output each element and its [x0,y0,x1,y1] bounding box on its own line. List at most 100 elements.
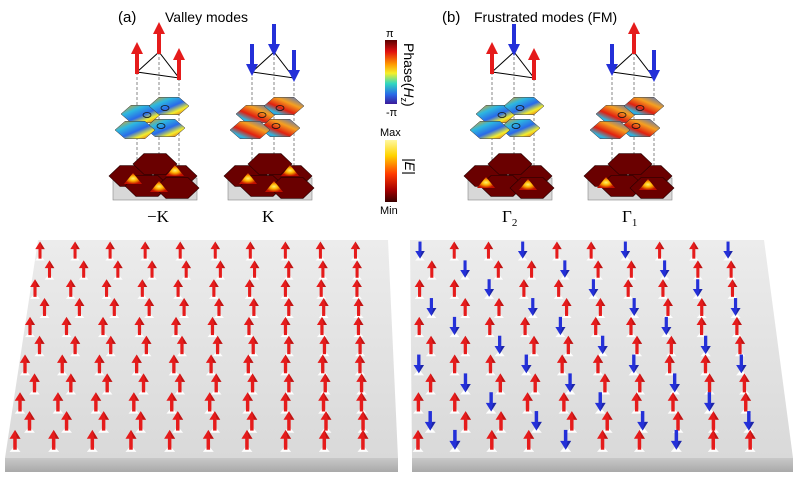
lattice-a-arrow [205,354,217,376]
lattice-a-arrow [352,279,362,299]
lattice-b-arrow [495,411,507,433]
lattice-a-arrow [101,373,113,395]
lattice-b-arrow [727,279,738,299]
lattice-b-arrow [586,241,596,261]
lattice-a-arrow [246,411,258,433]
lattice-a-arrow [353,298,364,318]
lattice-b-arrow [426,298,437,318]
lattice-a-arrow [70,241,80,261]
phase-colorbar-title: Phase(Hz) [399,43,417,107]
panel-b-title: Frustrated modes (FM) [474,9,617,25]
spin-up-arrow [173,48,185,80]
lattice-a-arrow [86,429,98,452]
lattice-b-arrow [599,373,611,395]
lattice-a-arrow [214,298,224,318]
lattice-b-arrow [552,241,562,261]
lattice-b-arrow [425,335,437,357]
lattice-b-arrow [744,429,756,452]
lattice-a-arrow [181,260,192,280]
lattice-a-arrow [172,411,184,433]
lattice-b-arrow [517,241,528,261]
lattice-b-arrow [661,316,672,338]
lattice-a-arrow [74,298,85,318]
lattice-b-arrow [669,373,680,395]
lattice-b-arrow [449,316,460,338]
lattice-a-arrow [135,411,147,433]
lattice-b-arrow [743,411,755,433]
lattice-a-arrow [19,354,31,376]
lattice-a-arrow [280,279,291,299]
lattice-a-arrow [208,279,219,299]
lattice-a-arrow [69,335,81,357]
lattice-a-arrow [131,354,142,376]
lattice-a-arrow [65,279,76,299]
lattice-a-arrow [105,241,115,261]
lattice-b-arrow [526,260,537,280]
lattice-a-arrow [34,335,45,357]
lattice-b-arrow [692,279,703,299]
lattice-b-arrow [658,279,668,299]
lattice-b-arrow [520,316,531,338]
lattice-a-arrow [98,411,110,433]
lattice-b-arrow [414,316,425,338]
unit-cell-diagrams: −K K Γ2 Γ1 [108,22,675,229]
lattice-a-arrow [170,316,182,338]
lattice-b-arrow [483,241,494,261]
valley-lattice [5,240,398,472]
lattice-a-arrow [97,316,109,338]
phase-min-label: -π [386,107,398,119]
lattice-a-arrow [243,354,254,376]
phase-plate [469,97,545,139]
lattice-a-arrow [137,279,148,299]
lattice-b-arrow [667,392,679,414]
lattice-b-arrow [560,429,572,452]
lattice-b-arrow [726,260,736,280]
spin-down-arrow [246,44,258,76]
lattice-b-arrow [662,298,673,318]
lattice-a-arrow [166,392,178,414]
lattice-b-arrow [521,354,532,376]
lattice-a-arrow [39,298,50,318]
lattice-b-arrow [739,373,750,395]
lattice-b-arrow [553,279,564,299]
lattice-a-arrow [164,429,176,452]
lattice-b-arrow [670,429,682,452]
mode-label: Γ1 [622,207,637,229]
lattice-b-arrow [634,373,646,395]
lattice-b-arrow [707,429,719,452]
lattice-a-arrow [357,429,369,452]
lattice-a-arrow [44,260,55,280]
lattice-a-arrow [35,241,45,261]
lattice-a-arrow [315,241,326,261]
lattice-b-arrow [704,373,715,395]
lattice-a-arrow [319,373,331,395]
lattice-a-arrow [128,392,140,414]
lattice-b-arrow [424,411,436,433]
lattice-b-arrow [486,429,498,452]
lattice-b-arrow [597,429,609,452]
mode-diagram: −K [108,22,200,226]
lattice-b-arrow [625,316,637,338]
lattice-a-arrow [113,260,123,280]
lattice-a-arrow [61,316,72,338]
lattice-b-arrow [689,241,699,261]
lattice-a-arrow [350,241,361,261]
lattice-b-arrow [700,354,711,376]
lattice-a-arrow [101,279,112,299]
phase-colorbar: π -π Phase(Hz) [385,28,417,119]
lattice-a-arrow [356,373,367,395]
lattice-b-arrow [527,298,538,318]
lattice-a-arrow [173,279,183,299]
lattice-a-arrow [243,316,255,338]
field-block [108,153,200,201]
field-colorbar: Max Min |E| [380,127,418,217]
spin-up-arrow [153,22,165,54]
lattice-a-arrow [65,373,77,395]
lattice-b-arrow [588,279,599,299]
lattice-b-arrow [592,354,604,376]
lattice-a-arrow [356,392,367,414]
field-min-label: Min [380,205,398,217]
lattice-b-arrow [593,260,603,280]
lattice-a-arrow [52,392,64,414]
